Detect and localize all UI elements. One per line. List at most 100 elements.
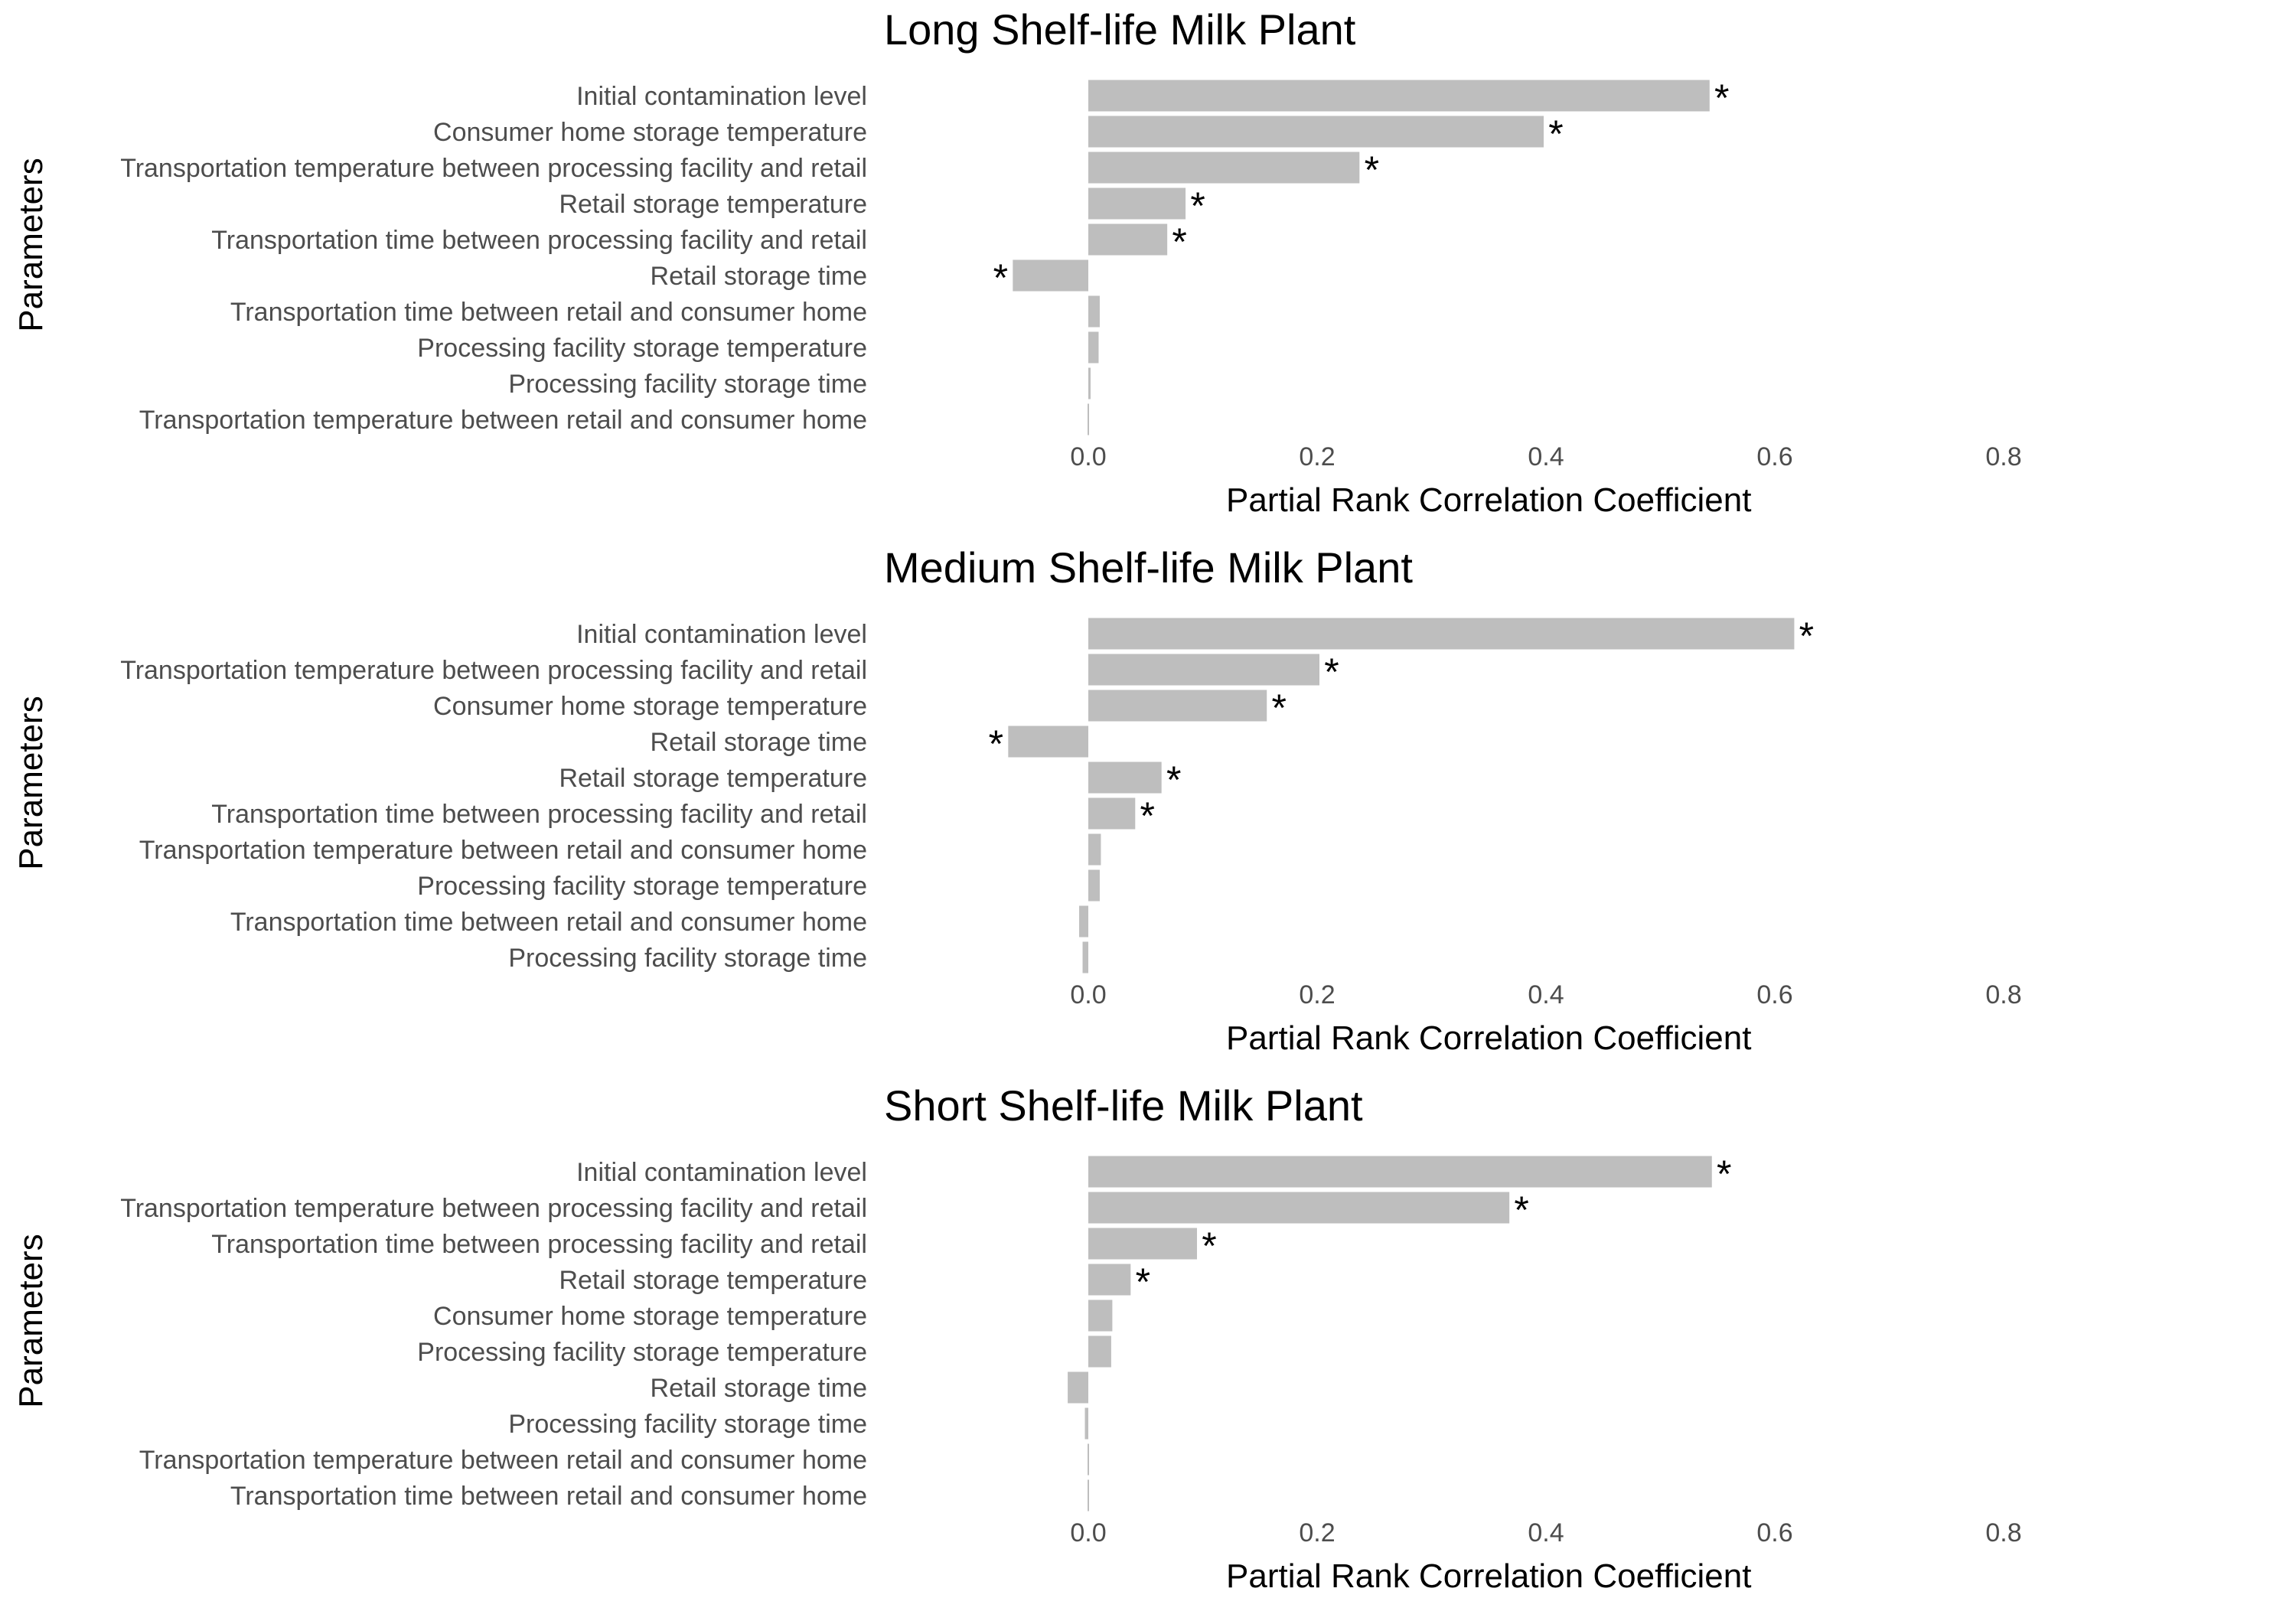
bar: [1088, 1228, 1198, 1260]
bar: [1013, 259, 1088, 292]
category-label: Transportation time between retail and c…: [230, 1482, 867, 1511]
bar: [1088, 797, 1136, 830]
x-tick-label: 0.8: [1985, 980, 2021, 1009]
x-tick-label: 0.0: [1070, 1518, 1106, 1547]
significance-marker: *: [1140, 794, 1155, 837]
x-tick-label: 0.2: [1299, 442, 1335, 471]
significance-marker: *: [1365, 148, 1379, 191]
significance-marker: *: [1136, 1260, 1150, 1303]
significance-marker: *: [1514, 1189, 1528, 1231]
bar: [1084, 1407, 1088, 1440]
category-label: Transportation temperature between retai…: [139, 836, 867, 865]
bar: [1088, 223, 1168, 256]
significance-marker: *: [1714, 77, 1729, 119]
significance-marker: *: [1717, 1153, 1731, 1195]
bar: [1088, 331, 1099, 364]
bar: [1088, 295, 1100, 328]
category-label: Initial contamination level: [576, 82, 867, 111]
category-label: Transportation time between processing f…: [211, 1230, 867, 1259]
category-label: Transportation temperature between proce…: [120, 1194, 867, 1223]
panel-title: Short Shelf-life Milk Plant: [884, 1081, 1363, 1130]
x-tick-label: 0.8: [1985, 442, 2021, 471]
panel-title: Medium Shelf-life Milk Plant: [884, 543, 1413, 592]
category-label: Transportation temperature between retai…: [139, 1446, 867, 1475]
category-label: Consumer home storage temperature: [433, 1302, 867, 1331]
significance-marker: *: [1190, 184, 1205, 227]
bar: [1088, 116, 1544, 148]
bar: [1088, 1264, 1131, 1296]
bar: [1079, 905, 1088, 938]
x-tick-label: 0.6: [1756, 980, 1792, 1009]
category-label: Retail storage temperature: [559, 1266, 867, 1295]
category-label: Retail storage time: [651, 728, 867, 757]
x-tick-label: 0.4: [1528, 980, 1564, 1009]
category-label: Processing facility storage time: [508, 370, 867, 399]
x-tick-label: 0.8: [1985, 1518, 2021, 1547]
significance-marker: *: [989, 722, 1003, 765]
x-tick-label: 0.6: [1756, 442, 1792, 471]
category-label: Consumer home storage temperature: [433, 118, 867, 147]
x-tick-label: 0.6: [1756, 1518, 1792, 1547]
bar: [1088, 1443, 1089, 1476]
category-label: Retail storage time: [651, 1374, 867, 1403]
category-label: Retail storage temperature: [559, 190, 867, 219]
bar: [1088, 654, 1319, 686]
bar: [1088, 152, 1360, 184]
bar: [1088, 1300, 1113, 1332]
significance-marker: *: [1324, 651, 1339, 693]
bar: [1008, 726, 1088, 758]
panel-title: Long Shelf-life Milk Plant: [884, 5, 1356, 54]
x-tick-label: 0.0: [1070, 980, 1106, 1009]
category-label: Processing facility storage temperature: [417, 334, 867, 363]
y-axis-title: Parameters: [12, 1234, 50, 1407]
significance-marker: *: [1202, 1225, 1216, 1267]
bar: [1088, 690, 1267, 722]
y-axis-title: Parameters: [12, 158, 50, 331]
category-label: Processing facility storage temperature: [417, 872, 867, 901]
bar: [1088, 1479, 1089, 1512]
x-axis-title: Partial Rank Correlation Coefficient: [1226, 1557, 1751, 1595]
bar: [1088, 869, 1100, 902]
bar: [1068, 1371, 1088, 1404]
significance-marker: *: [993, 256, 1008, 299]
category-label: Processing facility storage time: [508, 944, 867, 973]
x-tick-label: 0.0: [1070, 442, 1106, 471]
bar: [1088, 1156, 1712, 1188]
x-tick-label: 0.2: [1299, 980, 1335, 1009]
category-label: Transportation temperature between retai…: [139, 406, 867, 435]
y-axis-title: Parameters: [12, 696, 50, 869]
category-label: Initial contamination level: [576, 620, 867, 649]
x-axis-title: Partial Rank Correlation Coefficient: [1226, 1019, 1751, 1057]
x-tick-label: 0.4: [1528, 442, 1564, 471]
x-tick-label: 0.4: [1528, 1518, 1564, 1547]
bar: [1088, 833, 1101, 866]
significance-marker: *: [1166, 758, 1181, 801]
category-label: Transportation time between retail and c…: [230, 908, 867, 937]
bar: [1088, 188, 1186, 220]
bar: [1088, 618, 1795, 650]
x-tick-label: 0.2: [1299, 1518, 1335, 1547]
bar: [1088, 403, 1089, 435]
x-axis-title: Partial Rank Correlation Coefficient: [1226, 481, 1751, 519]
category-label: Initial contamination level: [576, 1158, 867, 1187]
category-label: Retail storage temperature: [559, 764, 867, 793]
category-label: Consumer home storage temperature: [433, 692, 867, 721]
significance-marker: *: [1548, 113, 1563, 155]
significance-marker: *: [1799, 615, 1814, 657]
bar: [1088, 1335, 1111, 1368]
bar: [1088, 367, 1091, 399]
category-label: Transportation temperature between proce…: [120, 154, 867, 183]
category-label: Transportation time between processing f…: [211, 226, 867, 255]
category-label: Retail storage time: [651, 262, 867, 291]
category-label: Transportation time between retail and c…: [230, 298, 867, 327]
category-label: Processing facility storage temperature: [417, 1338, 867, 1367]
significance-marker: *: [1172, 220, 1186, 263]
category-label: Transportation time between processing f…: [211, 800, 867, 829]
bar: [1088, 1192, 1510, 1224]
significance-marker: *: [1271, 686, 1286, 729]
bar: [1082, 941, 1088, 973]
category-label: Transportation temperature between proce…: [120, 656, 867, 685]
bar: [1088, 80, 1710, 112]
